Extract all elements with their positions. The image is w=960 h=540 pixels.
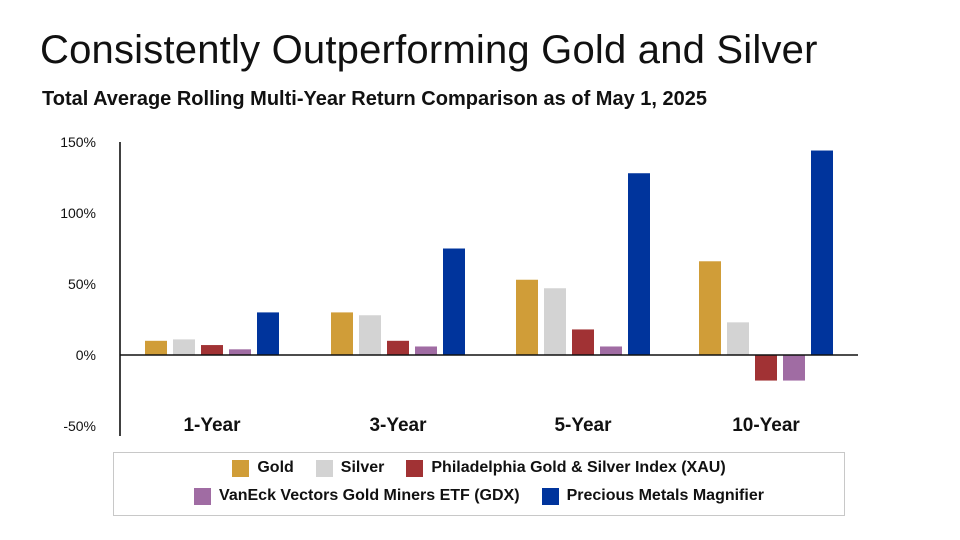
bar (572, 329, 594, 355)
bar (387, 340, 409, 355)
bar (443, 248, 465, 355)
legend: Gold Silver Philadelphia Gold & Silver I… (113, 452, 845, 516)
legend-swatch-silver (315, 459, 333, 477)
chart-title: Consistently Outperforming Gold and Silv… (40, 28, 818, 72)
bar (600, 346, 622, 355)
bar (755, 355, 777, 381)
bar-chart: -50% 0% 50% 100% 150% 1-Year 3-Year 5-Year 10-Ye… (60, 134, 858, 436)
bar (783, 355, 805, 381)
legend-item-silver: Silver (315, 459, 385, 477)
x-category-label: 5-Year (554, 415, 612, 436)
bar (699, 261, 721, 355)
legend-label-gold: Gold (257, 459, 294, 476)
legend-row: Gold Silver Philadelphia Gold & Silver I… (114, 459, 844, 477)
legend-label-pmm: Precious Metals Magnifier (566, 487, 764, 504)
legend-item-xau: Philadelphia Gold & Silver Index (XAU) (406, 459, 726, 477)
bar (544, 288, 566, 355)
legend-swatch-gold (232, 459, 250, 477)
legend-item-pmm: Precious Metals Magnifier (541, 487, 764, 505)
bar (628, 173, 650, 355)
x-category-label: 10-Year (732, 415, 800, 436)
x-category-label: 1-Year (183, 415, 241, 436)
legend-item-gold: Gold (232, 459, 294, 477)
bar (359, 315, 381, 355)
legend-row: VanEck Vectors Gold Miners ETF (GDX) Pre… (114, 487, 844, 505)
legend-label-gdx: VanEck Vectors Gold Miners ETF (GDX) (219, 487, 520, 504)
bar (415, 346, 437, 355)
y-tick-label: 150% (60, 134, 96, 150)
legend-label-silver: Silver (340, 459, 385, 476)
bar (257, 312, 279, 355)
bar (229, 349, 251, 355)
bar (516, 279, 538, 355)
y-tick-label: 50% (68, 276, 96, 292)
y-tick-label: 0% (76, 347, 96, 363)
legend-swatch-xau (406, 459, 424, 477)
bar (331, 312, 353, 355)
legend-label-xau: Philadelphia Gold & Silver Index (XAU) (431, 459, 726, 476)
chart-subtitle: Total Average Rolling Multi-Year Return … (42, 88, 707, 110)
bar (173, 339, 195, 355)
bar (145, 340, 167, 355)
x-category-label: 3-Year (369, 415, 427, 436)
legend-item-gdx: VanEck Vectors Gold Miners ETF (GDX) (194, 487, 520, 505)
legend-swatch-gdx (194, 487, 212, 505)
bar (201, 345, 223, 355)
bar (811, 150, 833, 355)
y-tick-label: -50% (63, 418, 96, 434)
legend-swatch-pmm (541, 487, 559, 505)
bar (727, 322, 749, 355)
y-tick-label: 100% (60, 205, 96, 221)
